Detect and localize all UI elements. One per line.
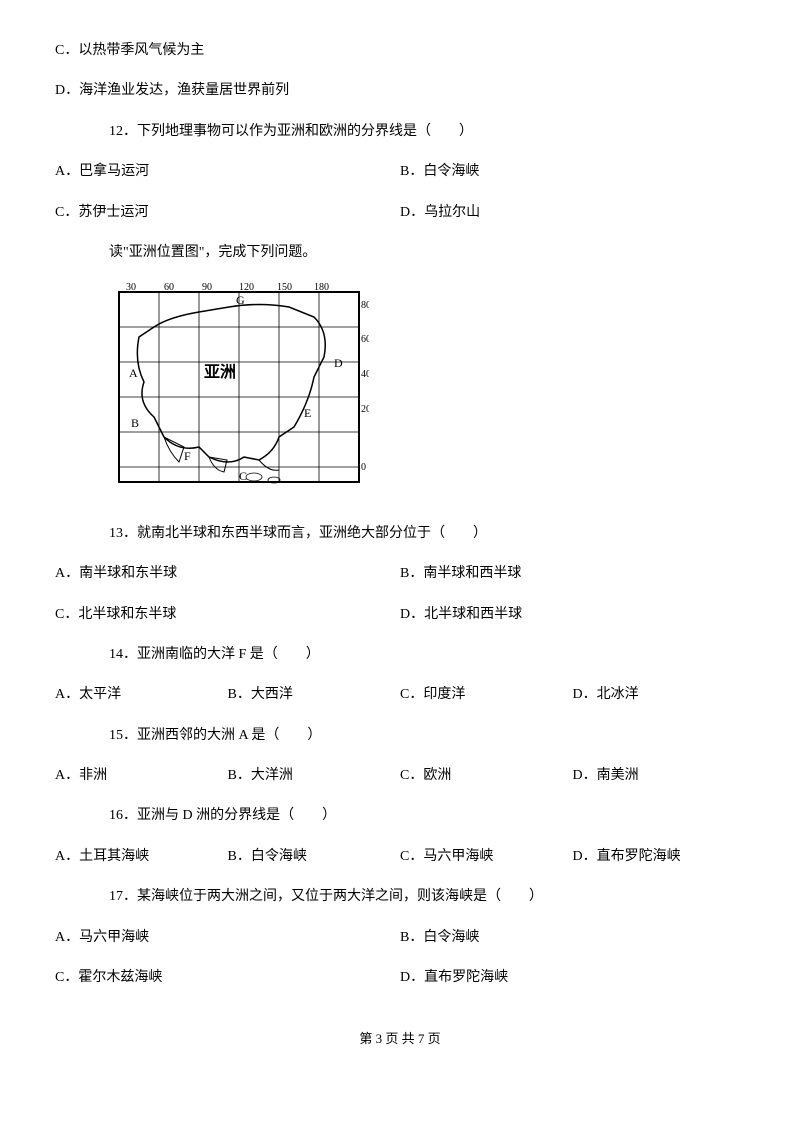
svg-text:20: 20	[361, 404, 369, 415]
q17-option-d: D．直布罗陀海峡	[400, 967, 745, 989]
question-15: 15．亚洲西邻的大洲 A 是（ ）	[109, 725, 745, 747]
q16-option-d: D．直布罗陀海峡	[573, 846, 746, 868]
q12-option-c: C．苏伊士运河	[55, 202, 400, 224]
q12-option-d: D．乌拉尔山	[400, 202, 745, 224]
svg-text:G: G	[236, 293, 245, 307]
q16-option-b: B．白令海峡	[228, 846, 401, 868]
q15-option-a: A．非洲	[55, 765, 228, 787]
q12-options-row1: A．巴拿马运河 B．白令海峡	[55, 161, 745, 183]
asia-map: 30 60 90 120 150 180 80 60 40 20 0 亚洲 G …	[109, 282, 745, 500]
q16-options-row: A．土耳其海峡 B．白令海峡 C．马六甲海峡 D．直布罗陀海峡	[55, 846, 745, 868]
q13-option-c: C．北半球和东半球	[55, 604, 400, 626]
q17-option-a: A．马六甲海峡	[55, 927, 400, 949]
q15-option-c: C．欧洲	[400, 765, 573, 787]
svg-text:60: 60	[361, 334, 369, 345]
q17-options-row2: C．霍尔木兹海峡 D．直布罗陀海峡	[55, 967, 745, 989]
q17-options-row1: A．马六甲海峡 B．白令海峡	[55, 927, 745, 949]
asia-map-svg: 30 60 90 120 150 180 80 60 40 20 0 亚洲 G …	[109, 282, 369, 492]
svg-text:120: 120	[239, 282, 254, 293]
svg-text:150: 150	[277, 282, 292, 293]
instruction-text: 读"亚洲位置图"，完成下列问题。	[109, 242, 745, 264]
svg-text:F: F	[184, 449, 191, 463]
q13-option-d: D．北半球和西半球	[400, 604, 745, 626]
q13-options-row2: C．北半球和东半球 D．北半球和西半球	[55, 604, 745, 626]
question-14: 14．亚洲南临的大洋 F 是（ ）	[109, 644, 745, 666]
prev-option-c: C．以热带季风气候为主	[55, 40, 745, 62]
q16-option-c: C．马六甲海峡	[400, 846, 573, 868]
question-13: 13．就南北半球和东西半球而言，亚洲绝大部分位于（ ）	[109, 523, 745, 545]
page-footer: 第 3 页 共 7 页	[55, 1029, 745, 1050]
q13-option-b: B．南半球和西半球	[400, 563, 745, 585]
q14-options-row: A．太平洋 B．大西洋 C．印度洋 D．北冰洋	[55, 684, 745, 706]
question-17: 17．某海峡位于两大洲之间，又位于两大洋之间，则该海峡是（ ）	[109, 886, 745, 908]
q14-option-c: C．印度洋	[400, 684, 573, 706]
svg-text:0: 0	[361, 462, 366, 473]
svg-text:80: 80	[361, 300, 369, 311]
svg-text:180: 180	[314, 282, 329, 293]
q15-option-b: B．大洋洲	[228, 765, 401, 787]
svg-text:60: 60	[164, 282, 174, 293]
q13-option-a: A．南半球和东半球	[55, 563, 400, 585]
svg-text:D: D	[334, 356, 343, 370]
q15-options-row: A．非洲 B．大洋洲 C．欧洲 D．南美洲	[55, 765, 745, 787]
q12-options-row2: C．苏伊士运河 D．乌拉尔山	[55, 202, 745, 224]
svg-text:C: C	[239, 469, 247, 483]
svg-text:40: 40	[361, 369, 369, 380]
svg-text:A: A	[129, 366, 138, 380]
svg-text:90: 90	[202, 282, 212, 293]
svg-text:E: E	[304, 406, 311, 420]
q15-option-d: D．南美洲	[573, 765, 746, 787]
svg-text:B: B	[131, 416, 139, 430]
q12-option-a: A．巴拿马运河	[55, 161, 400, 183]
svg-text:亚洲: 亚洲	[204, 363, 236, 381]
question-16: 16．亚洲与 D 洲的分界线是（ ）	[109, 805, 745, 827]
q17-option-c: C．霍尔木兹海峡	[55, 967, 400, 989]
prev-option-d: D．海洋渔业发达，渔获量居世界前列	[55, 80, 745, 102]
q14-option-d: D．北冰洋	[573, 684, 746, 706]
q12-option-b: B．白令海峡	[400, 161, 745, 183]
question-12: 12．下列地理事物可以作为亚洲和欧洲的分界线是（ ）	[109, 121, 745, 143]
svg-text:30: 30	[126, 282, 136, 293]
q14-option-a: A．太平洋	[55, 684, 228, 706]
q17-option-b: B．白令海峡	[400, 927, 745, 949]
q16-option-a: A．土耳其海峡	[55, 846, 228, 868]
q14-option-b: B．大西洋	[228, 684, 401, 706]
q13-options-row1: A．南半球和东半球 B．南半球和西半球	[55, 563, 745, 585]
